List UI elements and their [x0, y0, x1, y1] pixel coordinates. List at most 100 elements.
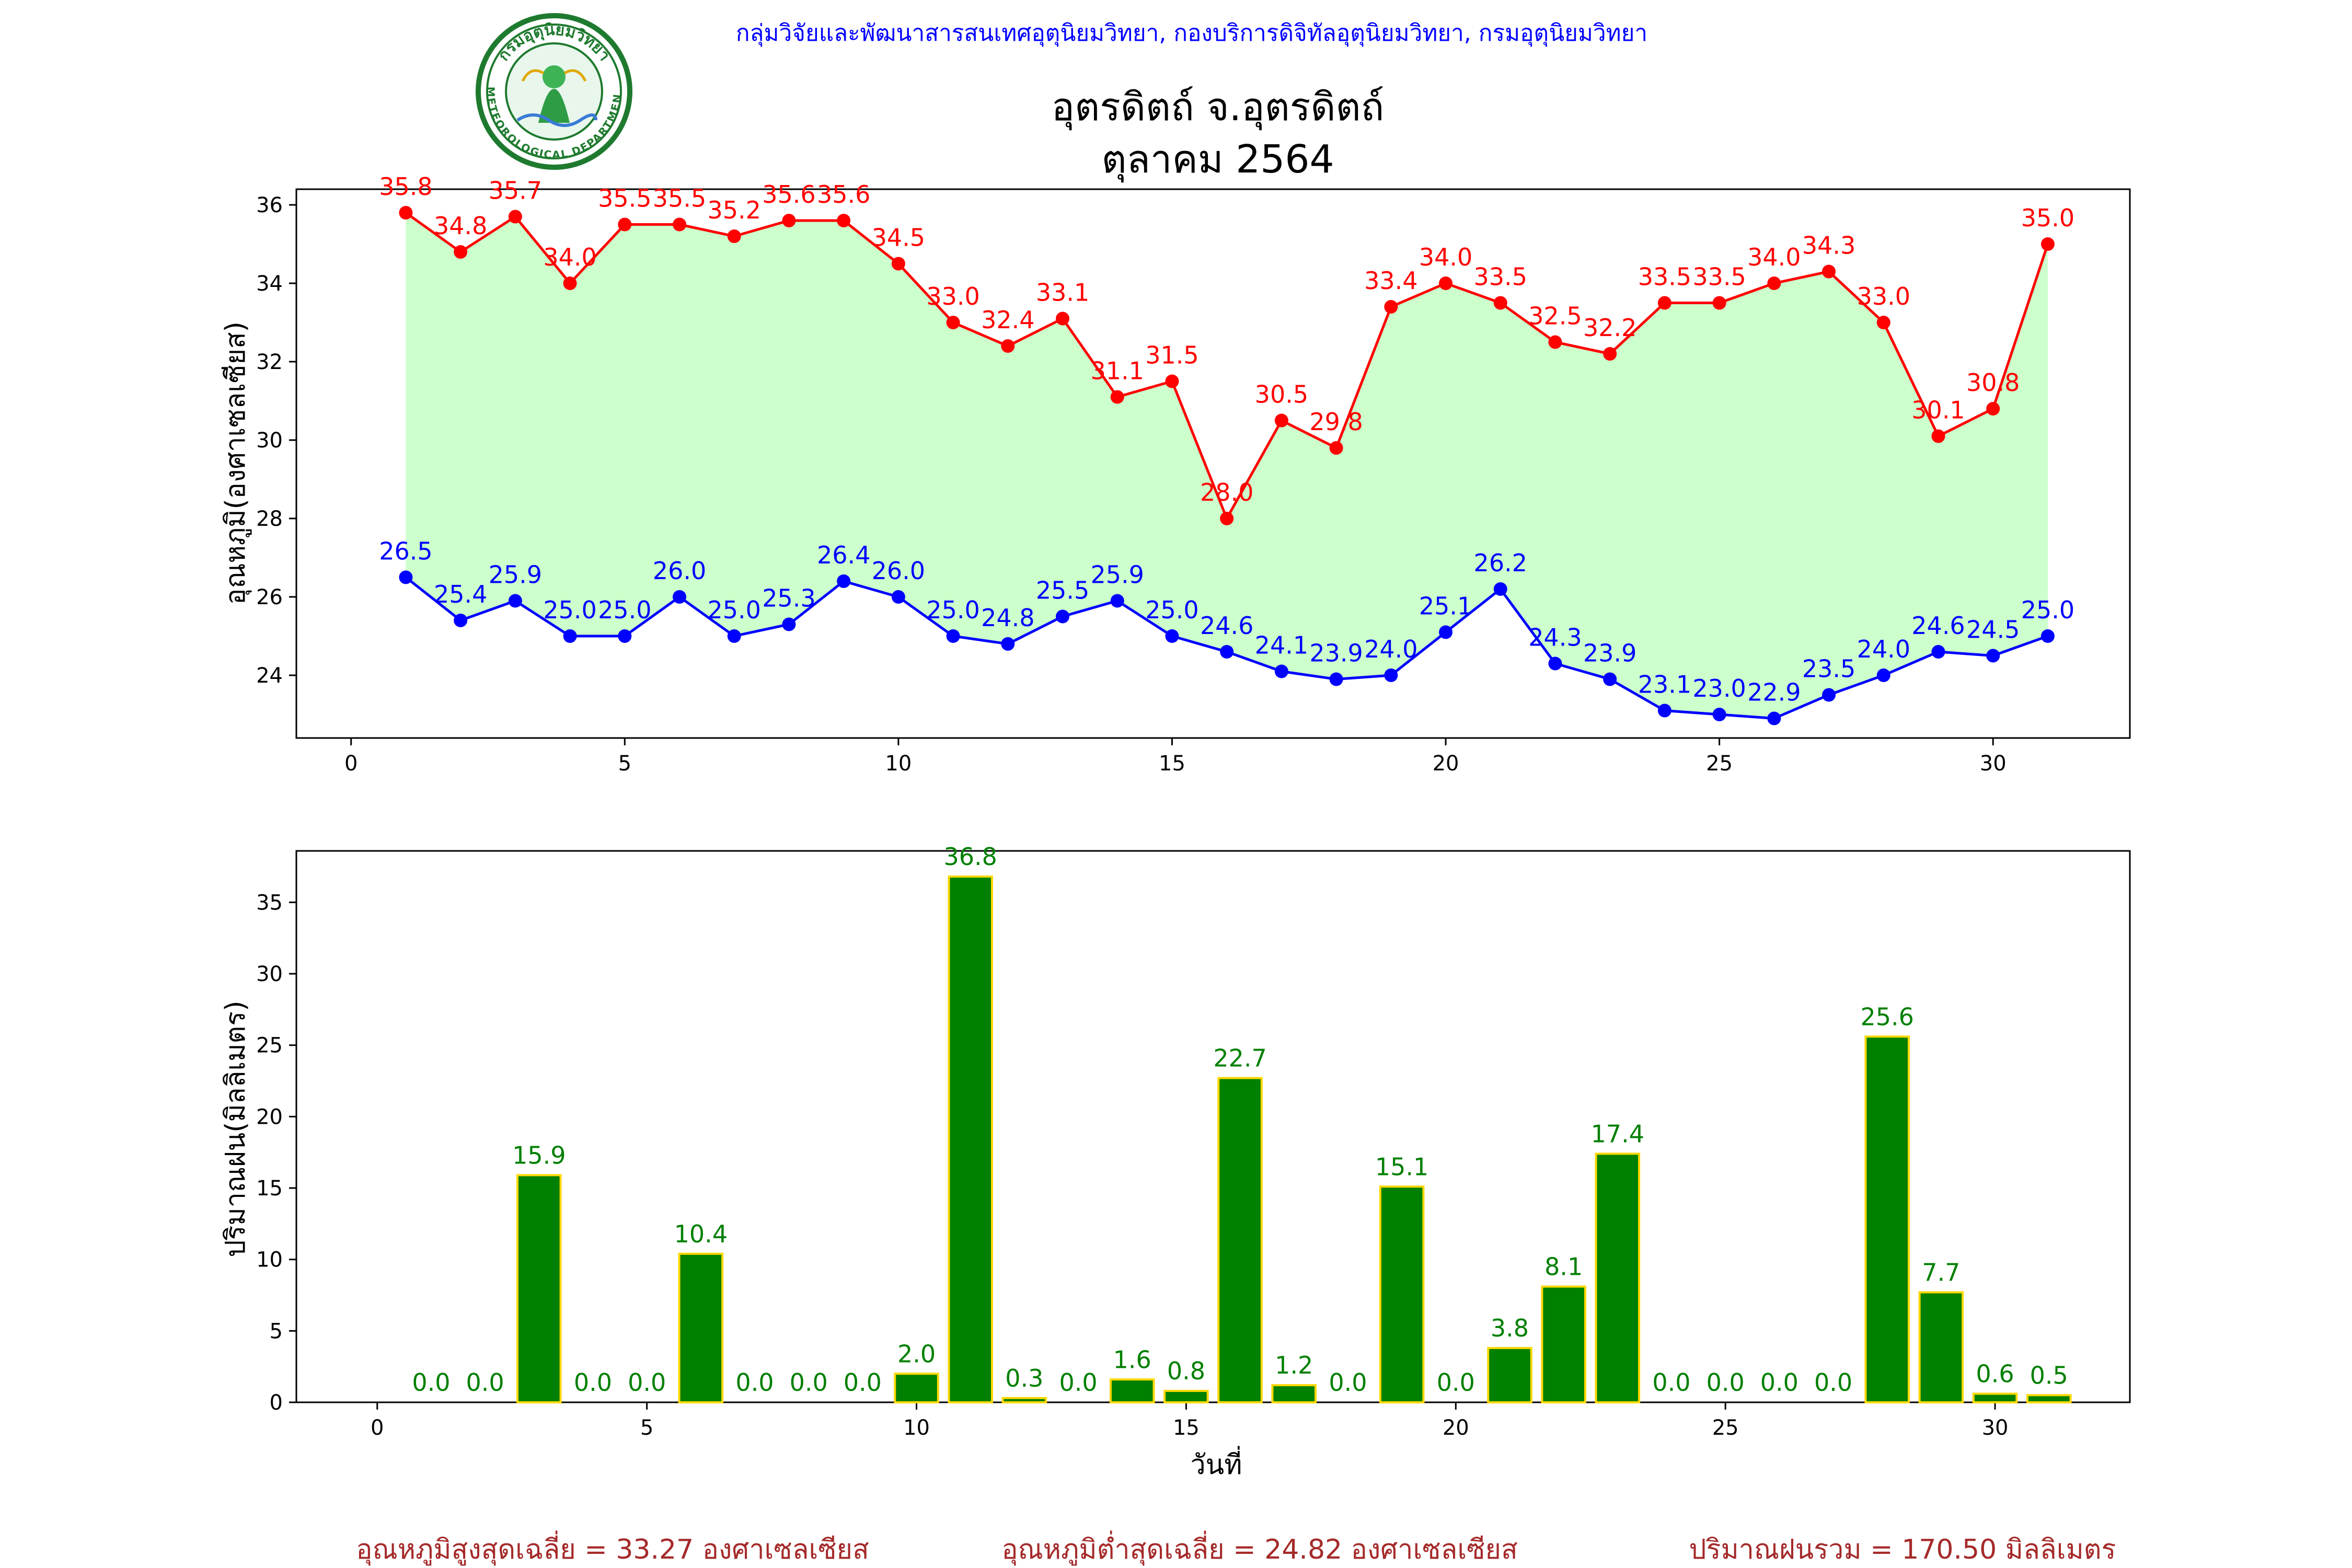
max-temperature-data-label: 28.0	[1200, 478, 1253, 506]
max-temperature-point	[1876, 316, 1890, 329]
min-temperature-data-label: 24.6	[1911, 612, 1965, 640]
rainfall-y-tick-label: 5	[270, 1319, 283, 1343]
rainfall-data-label: 0.0	[844, 1368, 882, 1397]
rainfall-data-label: 0.0	[1707, 1368, 1745, 1397]
min-temperature-data-label: 25.0	[1145, 596, 1198, 624]
max-temperature-data-label: 35.2	[708, 196, 761, 224]
rainfall-bar	[1163, 1390, 1209, 1404]
max-temperature-point	[1220, 512, 1234, 525]
rainfall-x-tick-label: 0	[371, 1416, 384, 1440]
rainfall-y-tick-label: 25	[256, 1034, 283, 1058]
min-temperature-data-label: 23.9	[1583, 639, 1636, 667]
max-temperature-data-label: 34.5	[872, 224, 925, 252]
min-temperature-point	[673, 590, 687, 604]
max-temperature-data-label: 34.0	[1747, 243, 1801, 271]
min-temperature-point	[891, 590, 905, 604]
rainfall-bar	[1972, 1392, 2018, 1404]
rainfall-data-label: 36.8	[943, 843, 997, 871]
temperature-y-tick-label: 36	[256, 193, 283, 217]
max-temperature-data-label: 33.5	[1692, 263, 1746, 291]
rainfall-bar	[1001, 1397, 1047, 1404]
min-temperature-data-label: 24.1	[1255, 631, 1308, 660]
max-temperature-point	[891, 257, 905, 271]
max-temperature-point	[454, 245, 468, 259]
agency-text: กลุ่มวิจัยและพัฒนาสารสนเทศอุตุนิยมวิทยา,…	[736, 20, 1647, 47]
min-temperature-point	[1822, 688, 1836, 702]
max-temperature-data-label: 34.0	[1419, 243, 1472, 271]
temperature-y-tick-label: 30	[256, 429, 283, 453]
min-temperature-data-label: 26.5	[379, 537, 432, 566]
rainfall-data-label: 0.0	[1329, 1368, 1367, 1397]
logo-deity-head	[543, 65, 566, 88]
rainfall-bar	[948, 875, 993, 1403]
rainfall-bar	[1217, 1077, 1263, 1403]
min-temperature-data-label: 25.1	[1419, 592, 1472, 620]
rainfall-data-label: 0.0	[412, 1368, 450, 1397]
temperature-x-tick-label: 10	[885, 752, 912, 776]
max-temperature-data-label: 30.5	[1255, 381, 1308, 409]
max-temperature-data-label: 34.3	[1802, 232, 1855, 260]
logo-lightning-right	[563, 69, 587, 82]
rainfall-x-tick-label: 30	[1982, 1416, 2009, 1440]
min-temperature-data-label: 23.9	[1309, 639, 1363, 667]
rainfall-data-label: 0.5	[2030, 1361, 2068, 1389]
rainfall-data-label: 0.8	[1167, 1357, 1205, 1385]
max-temperature-point	[782, 214, 796, 227]
max-temperature-point	[1493, 296, 1507, 310]
rainfall-bar	[1541, 1285, 1586, 1404]
rainfall-data-label: 0.0	[574, 1368, 612, 1397]
min-temperature-data-label: 25.0	[926, 596, 979, 624]
rainfall-data-label: 22.7	[1213, 1044, 1266, 1073]
min-temperature-point	[563, 629, 577, 643]
min-temperature-data-label: 26.4	[817, 541, 870, 569]
min-temperature-point	[1220, 645, 1234, 659]
max-temperature-point	[1822, 264, 1836, 279]
min-temperature-point	[1110, 594, 1124, 608]
max-temperature-data-label: 33.4	[1364, 267, 1417, 295]
max-temperature-point	[1384, 300, 1398, 314]
min-temperature-data-label: 25.3	[762, 584, 815, 613]
max-temperature-data-label: 33.5	[1474, 263, 1527, 291]
max-temperature-point	[1110, 390, 1124, 404]
min-temperature-data-label: 25.5	[1036, 577, 1089, 605]
rainfall-data-label: 17.4	[1591, 1120, 1644, 1148]
rainfall-data-label: 10.4	[674, 1220, 728, 1248]
rainfall-data-label: 0.0	[1814, 1368, 1852, 1397]
rainfall-data-label: 25.6	[1860, 1002, 1913, 1031]
min-temperature-data-label: 24.3	[1528, 624, 1582, 652]
temperature-y-tick-label: 34	[256, 272, 283, 296]
rainfall-data-label: 7.7	[1922, 1259, 1960, 1287]
temperature-x-tick-label: 15	[1159, 752, 1185, 776]
min-temperature-data-label: 26.2	[1474, 549, 1527, 577]
rainfall-bar	[1109, 1378, 1155, 1404]
min-temperature-point	[1165, 629, 1179, 643]
min-temperature-point	[1876, 668, 1890, 682]
min-temperature-point	[1603, 672, 1617, 686]
rainfall-y-tick-label: 10	[256, 1248, 283, 1272]
min-temperature-point	[782, 617, 796, 631]
max-temperature-data-label: 32.2	[1583, 314, 1636, 342]
max-temperature-point	[399, 206, 413, 220]
max-temperature-data-label: 35.5	[653, 185, 706, 213]
max-temperature-point	[837, 214, 851, 227]
rainfall-x-axis-label: วันที่	[1190, 1446, 1242, 1481]
logo-lightning	[521, 69, 545, 82]
min-temperature-point	[2040, 629, 2055, 643]
temperature-y-tick-label: 32	[256, 350, 283, 374]
min-temperature-point	[837, 574, 851, 588]
min-temperature-data-label: 24.0	[1364, 635, 1417, 663]
min-temperature-point	[508, 594, 522, 608]
temperature-chart: 0 5 10 15 20 25 30 24 26 28 30 32 34 36 35.834.835.7 3…	[220, 172, 2131, 776]
rainfall-data-label: 0.3	[1005, 1364, 1043, 1392]
min-temperature-point	[399, 570, 413, 584]
min-temperature-point	[1548, 656, 1562, 671]
rainfall-bar	[1487, 1347, 1532, 1403]
rainfall-data-label: 8.1	[1544, 1253, 1583, 1281]
logo-water	[516, 113, 597, 127]
min-temperature-data-label: 25.0	[543, 596, 596, 624]
rainfall-bar	[516, 1174, 562, 1404]
min-temperature-data-label: 24.8	[981, 604, 1034, 632]
min-temperature-point	[1986, 649, 2000, 663]
rainfall-data-label: 2.0	[897, 1340, 936, 1368]
